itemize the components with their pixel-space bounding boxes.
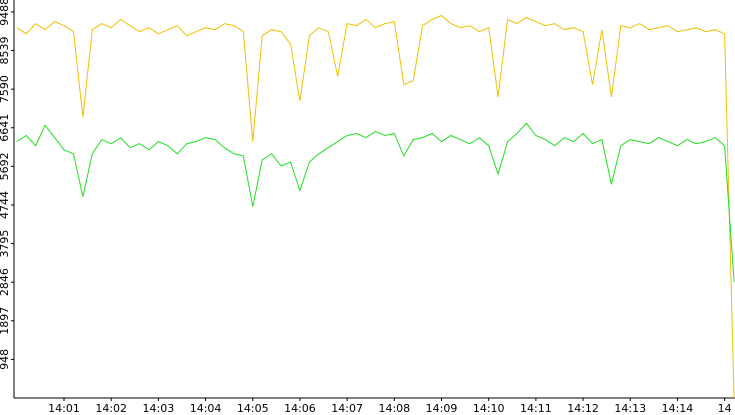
x-tick-label: 14:06	[284, 402, 316, 415]
x-tick-label: 14:14	[662, 402, 694, 415]
y-tick-label: 9488	[0, 0, 11, 26]
x-tick-label: 14:13	[614, 402, 646, 415]
x-tick-label: 14:03	[143, 402, 175, 415]
y-tick-label: 2846	[0, 268, 11, 296]
series-line	[16, 122, 735, 283]
x-tick-label: 14:12	[567, 402, 599, 415]
y-tick-label: 3795	[0, 230, 11, 258]
y-tick-label: 7590	[0, 75, 11, 103]
x-tick-label: 14:08	[378, 402, 410, 415]
y-tick-label: 8539	[0, 37, 11, 65]
y-tick-label: 5692	[0, 152, 11, 180]
x-tick-label: 14:04	[190, 402, 222, 415]
y-tick-label: 6641	[0, 114, 11, 142]
x-tick-label: 14:10	[473, 402, 505, 415]
x-tick-label: 14:09	[426, 402, 458, 415]
y-tick-label: 1897	[0, 307, 11, 335]
x-tick-label: 14:05	[237, 402, 269, 415]
x-tick-label: 14:02	[95, 402, 127, 415]
x-tick-label: 14:01	[48, 402, 80, 415]
x-tick-label: 14:11	[520, 402, 552, 415]
x-tick-label: 14	[718, 402, 732, 415]
x-tick-label: 14:07	[331, 402, 363, 415]
y-tick-label: 948	[0, 349, 11, 370]
y-tick-label: 4744	[0, 191, 11, 219]
series-line	[16, 14, 735, 399]
